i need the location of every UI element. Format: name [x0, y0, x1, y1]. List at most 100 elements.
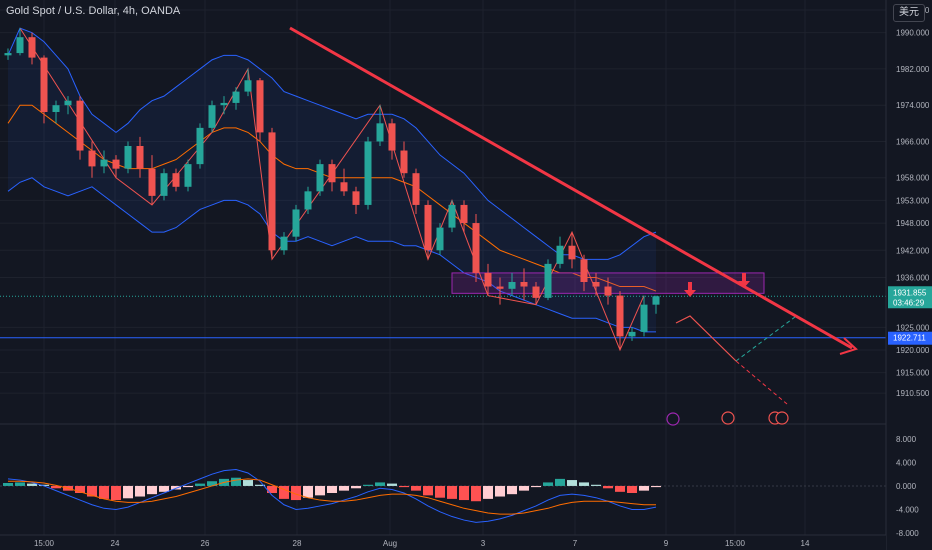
candle-body — [100, 159, 108, 167]
candle-body — [448, 204, 456, 228]
osc-histogram-bar — [123, 485, 133, 499]
flag-event-icon — [721, 411, 735, 425]
candle-body — [556, 245, 564, 264]
osc-histogram-bar — [531, 485, 541, 488]
support-price-label: 1922.711 — [893, 334, 926, 343]
candle-body — [340, 182, 348, 192]
trendline-arrowhead — [839, 337, 858, 355]
osc-histogram-bar — [135, 485, 145, 497]
osc-tick-label: 0.000 — [896, 482, 917, 491]
current-price-label: 1931.855 — [893, 288, 927, 297]
price-tick-label: 1942.000 — [896, 246, 930, 255]
time-tick-label: 7 — [573, 539, 578, 548]
time-tick-label: 24 — [111, 539, 120, 548]
osc-histogram-bar — [87, 485, 97, 497]
time-tick-label: 15:00 — [34, 539, 55, 548]
candle-body — [352, 191, 360, 205]
price-axis-panel — [886, 0, 932, 550]
price-tick-label: 1966.000 — [896, 137, 930, 146]
candle-body — [628, 331, 636, 337]
candle-body — [52, 105, 60, 112]
candle-body — [424, 204, 432, 251]
candle-body — [460, 204, 468, 224]
candle-body — [232, 91, 240, 103]
candle-body — [244, 80, 252, 92]
candle-body — [580, 259, 588, 282]
osc-histogram-bar — [603, 485, 613, 489]
candle-body — [496, 286, 504, 289]
currency-button[interactable]: 美元 — [893, 4, 925, 22]
osc-histogram-bar — [303, 485, 313, 498]
down-arrow-shaft — [688, 282, 692, 290]
osc-histogram-bar — [375, 482, 385, 486]
osc-histogram-bar — [591, 484, 601, 486]
candle-body — [16, 37, 24, 54]
osc-tick-label: -4.000 — [896, 505, 919, 514]
candle-body — [136, 146, 144, 169]
osc-histogram-bar — [507, 485, 517, 495]
symbol-title: Gold Spot / U.S. Dollar, 4h, OANDA — [6, 5, 181, 17]
osc-histogram-bar — [159, 485, 169, 492]
price-tick-label: 1915.000 — [896, 369, 930, 378]
osc-histogram-bar — [183, 485, 193, 488]
price-tick-label: 1974.000 — [896, 101, 930, 110]
candle-body — [328, 164, 336, 183]
candle-body — [376, 123, 384, 142]
osc-histogram-bar — [363, 484, 373, 486]
osc-histogram-bar — [147, 485, 157, 495]
candle-body — [484, 272, 492, 287]
osc-histogram-bar — [423, 485, 433, 496]
candle-body — [280, 236, 288, 251]
price-tick-label: 1936.000 — [896, 273, 930, 282]
price-tick-label: 1982.000 — [896, 65, 930, 74]
price-tick-label: 1925.000 — [896, 323, 930, 332]
osc-histogram-bar — [351, 485, 361, 489]
candle-body — [532, 286, 540, 298]
candle-body — [412, 173, 420, 205]
time-tick-label: Aug — [383, 539, 397, 548]
candle-body — [436, 227, 444, 251]
candle-body — [640, 304, 648, 332]
candle-body — [184, 164, 192, 187]
osc-histogram-bar — [459, 485, 469, 501]
osc-histogram-bar — [639, 485, 649, 491]
osc-histogram-bar — [243, 480, 253, 486]
osc-histogram-bar — [39, 484, 49, 486]
osc-histogram-bar — [111, 485, 121, 501]
osc-histogram-bar — [495, 485, 505, 497]
candle-body — [508, 282, 516, 289]
osc-histogram-bar — [339, 485, 349, 491]
price-tick-label: 1990.000 — [896, 29, 930, 38]
osc-histogram-bar — [99, 485, 109, 499]
osc-histogram-bar — [171, 485, 181, 490]
osc-histogram-bar — [195, 483, 205, 486]
osc-histogram-bar — [543, 482, 553, 486]
osc-histogram-bar — [387, 483, 397, 486]
osc-histogram-bar — [51, 485, 61, 489]
osc-histogram-bar — [519, 485, 529, 491]
osc-histogram-bar — [75, 485, 85, 493]
osc-histogram-bar — [567, 480, 577, 486]
time-tick-label: 14 — [801, 539, 810, 548]
osc-histogram-bar — [627, 485, 637, 493]
osc-histogram-bar — [255, 484, 265, 486]
bollinger-upper — [7, 27, 657, 260]
candle-body — [160, 173, 168, 196]
candle-body — [148, 168, 156, 196]
price-tick-label: 1958.000 — [896, 174, 930, 183]
osc-tick-label: -8.000 — [896, 529, 919, 538]
candle-body — [76, 100, 84, 151]
osc-histogram-bar — [483, 485, 493, 499]
projection-path — [675, 315, 737, 362]
time-tick-label: 15:00 — [725, 539, 746, 548]
candle-body — [472, 223, 480, 273]
candle-body — [88, 150, 96, 167]
candle-body — [652, 296, 660, 305]
time-tick-label: 26 — [201, 539, 210, 548]
candle-body — [256, 80, 264, 133]
projection-up-dashed — [735, 316, 796, 362]
candle-body — [316, 164, 324, 192]
macd-line — [7, 468, 657, 523]
